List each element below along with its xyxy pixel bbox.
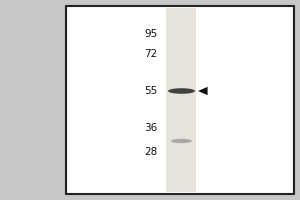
Text: 36: 36 <box>144 123 158 133</box>
Polygon shape <box>198 87 208 95</box>
Text: 55: 55 <box>144 86 158 96</box>
Text: 28: 28 <box>144 147 158 157</box>
Ellipse shape <box>171 139 192 143</box>
Bar <box>66 6 294 194</box>
Bar <box>167 8 197 192</box>
Text: 95: 95 <box>144 29 158 39</box>
Text: 72: 72 <box>144 49 158 59</box>
Ellipse shape <box>168 88 195 94</box>
